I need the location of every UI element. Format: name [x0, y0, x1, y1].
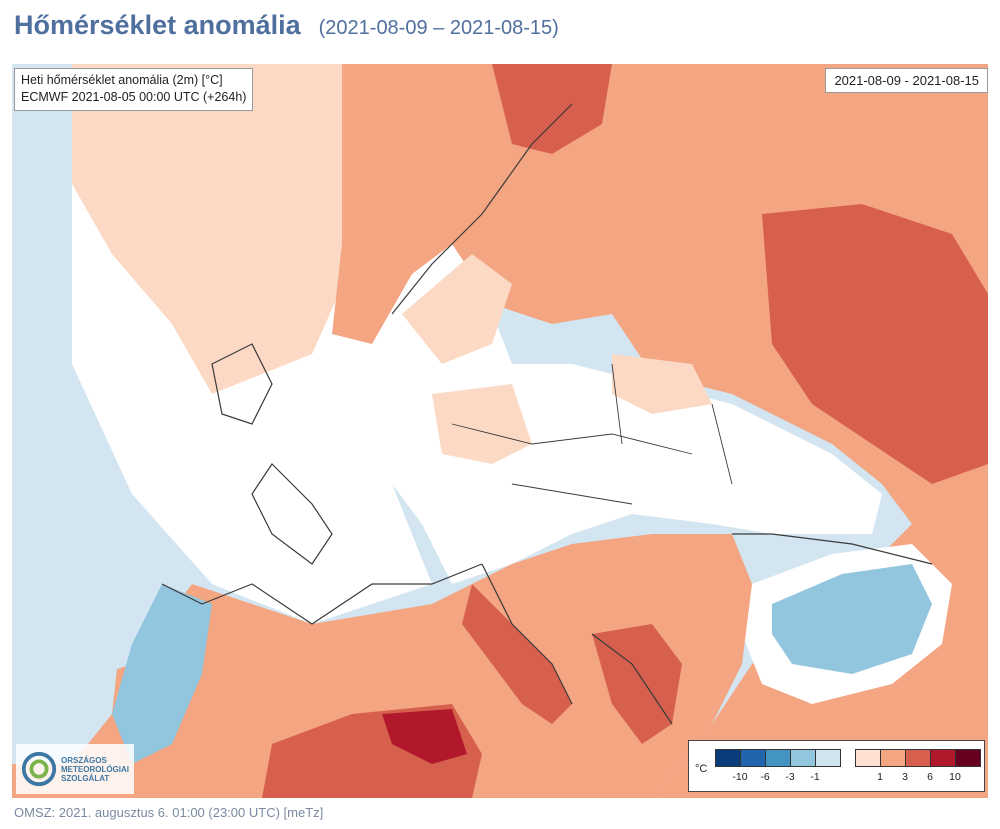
warm-strong-north	[492, 64, 612, 154]
map-description: Heti hőmérséklet anomália (2m) [°C]	[21, 73, 223, 87]
cool-atlantic-south	[12, 604, 122, 764]
warm-light-germany	[432, 384, 532, 464]
legend-tick-pos-1: 1	[877, 771, 883, 783]
warm-light-baltic	[612, 354, 712, 414]
legend-cell-pos-1	[856, 750, 881, 766]
legend-cell-pos-5	[956, 750, 980, 766]
legend-negative-scale	[715, 749, 841, 767]
map-canvas	[12, 64, 988, 798]
logo-mark-icon	[21, 751, 57, 787]
warm-strong-russia	[762, 204, 988, 484]
legend-cell-pos-4	[931, 750, 956, 766]
legend-cell-pos-2	[881, 750, 906, 766]
warm-strong-balkans	[592, 624, 682, 744]
date-range-box: 2021-08-09 - 2021-08-15	[825, 68, 988, 93]
warm-light-scandinavia	[402, 254, 512, 364]
legend-tick-neg-6: -6	[760, 771, 770, 783]
cool-black-sea	[772, 564, 932, 674]
anomaly-map: Heti hőmérséklet anomália (2m) [°C] ECMW…	[12, 64, 988, 798]
legend-cell-pos-3	[906, 750, 931, 766]
color-legend: °C -10 -6 -3 -1 1 3 6 10	[688, 740, 985, 792]
country-borders	[451, 363, 733, 505]
legend-tick-neg-10: -10	[732, 771, 748, 783]
legend-tick-pos-10: 10	[949, 771, 961, 783]
legend-cell-neg-3	[766, 750, 791, 766]
warm-strong-italy	[462, 584, 572, 724]
legend-cell-neg-1	[716, 750, 741, 766]
legend-tick-pos-6: 6	[927, 771, 933, 783]
omsz-logo: ORSZÁGOS METEOROLÓGIAI SZOLGÁLAT	[16, 744, 134, 794]
cool-iberia-west	[112, 584, 212, 764]
warm-extreme-tunisia	[382, 709, 467, 764]
logo-text: ORSZÁGOS METEOROLÓGIAI SZOLGÁLAT	[61, 755, 129, 783]
legend-tick-neg-1: -1	[810, 771, 820, 783]
legend-cell-neg-4	[791, 750, 816, 766]
page-header: Hőmérséklet anomália (2021-08-09 – 2021-…	[14, 10, 559, 50]
model-run: ECMWF 2021-08-05 00:00 UTC (+264h)	[21, 90, 247, 104]
coastlines	[161, 103, 933, 725]
legend-tick-neg-3: -3	[785, 771, 795, 783]
legend-unit: °C	[695, 763, 708, 775]
page-title: Hőmérséklet anomália	[14, 10, 301, 40]
legend-cell-neg-5	[816, 750, 840, 766]
page-subtitle: (2021-08-09 – 2021-08-15)	[318, 17, 559, 39]
legend-tick-pos-3: 3	[902, 771, 908, 783]
info-box: Heti hőmérséklet anomália (2m) [°C] ECMW…	[14, 68, 254, 111]
legend-positive-scale	[855, 749, 981, 767]
legend-cell-neg-2	[741, 750, 766, 766]
footer-timestamp: OMSZ: 2021. augusztus 6. 01:00 (23:00 UT…	[14, 805, 324, 820]
